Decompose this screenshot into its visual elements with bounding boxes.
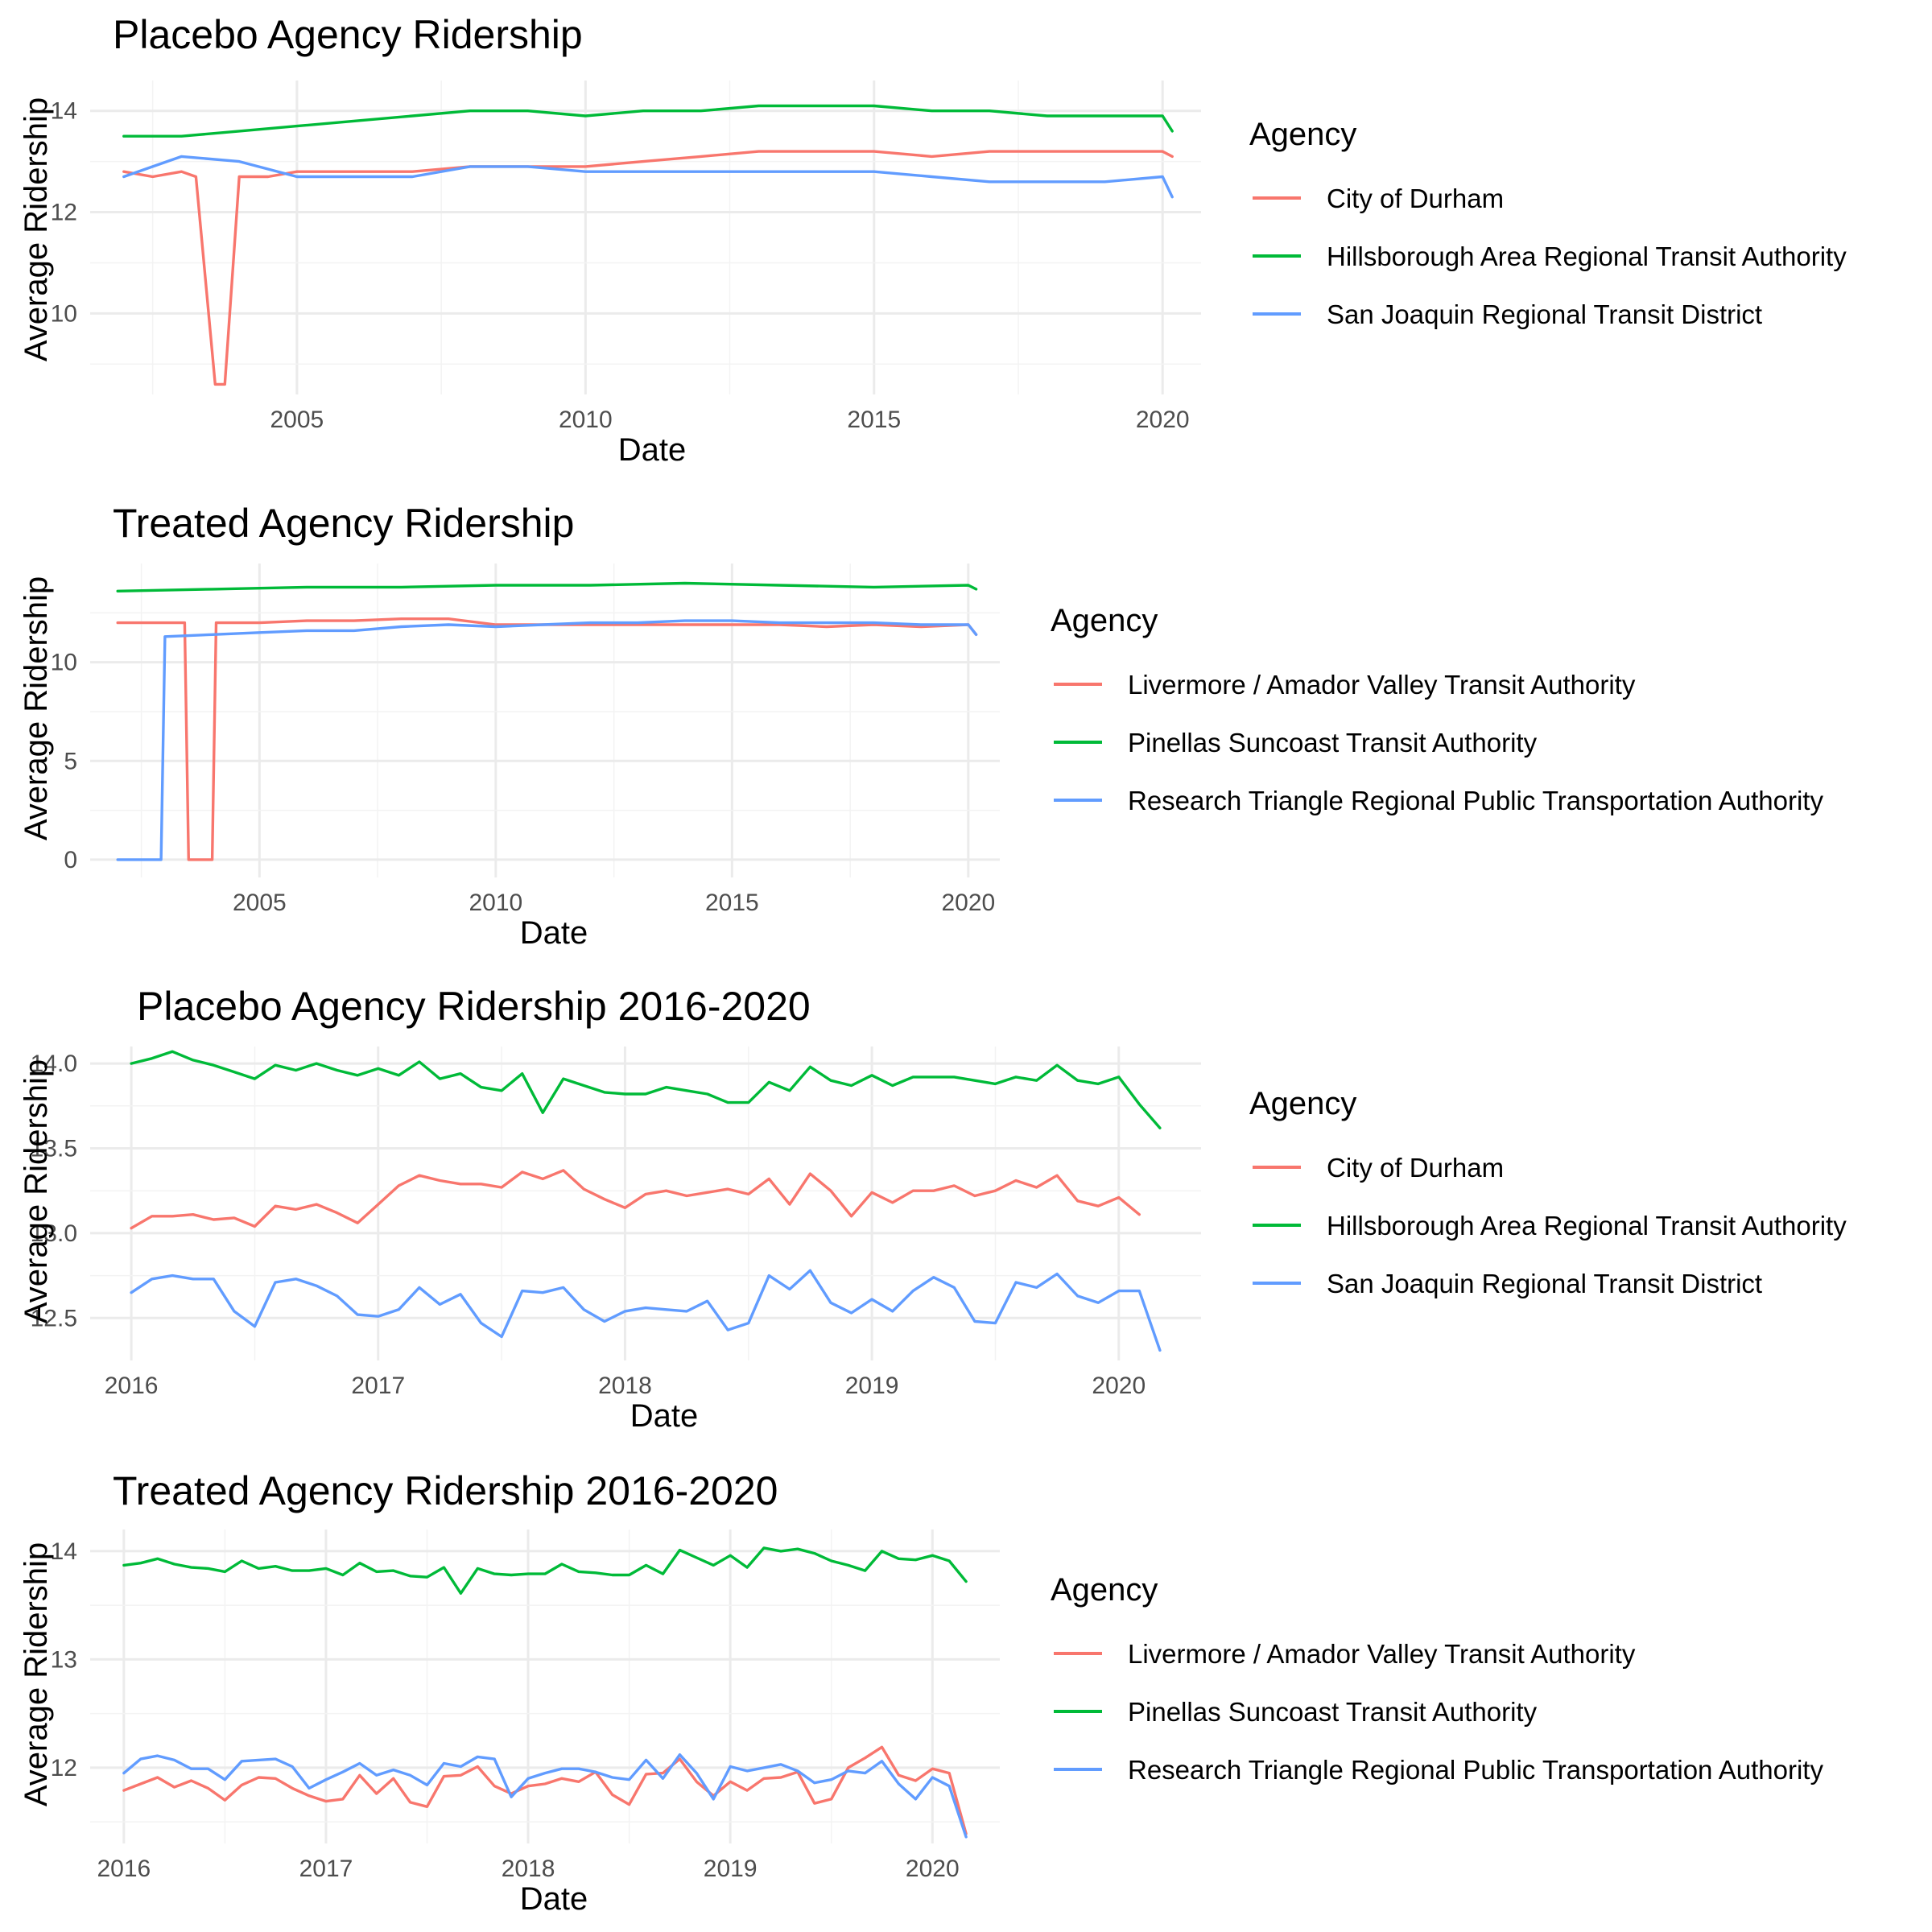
y-axis-label: Average Ridership <box>19 97 54 361</box>
chart-panel-treated-full: Treated Agency Ridership 2005 2010 2015 202… <box>19 501 1823 951</box>
legend-title: Agency <box>1249 1086 1356 1121</box>
x-tick-label: 2019 <box>704 1856 758 1882</box>
x-tick-label: 2005 <box>270 407 324 433</box>
x-tick-label: 2005 <box>233 890 287 916</box>
series-line-red <box>122 150 1174 386</box>
y-tick-label: 10 <box>51 650 77 676</box>
series-line-red <box>130 1169 1141 1230</box>
y-tick-label: 5 <box>64 748 77 774</box>
x-tick-label: 2018 <box>598 1373 652 1399</box>
series-line-red <box>116 617 978 861</box>
x-axis-label: Date <box>520 1881 588 1917</box>
y-tick-labels: 10 12 14 <box>51 98 77 328</box>
x-tick-label: 2010 <box>469 890 522 916</box>
legend-title: Agency <box>1051 603 1158 638</box>
legend-label-0: City of Durham <box>1327 184 1504 213</box>
legend: Agency Livermore / Amador Valley Transit… <box>1051 1572 1823 1785</box>
y-tick-label: 14 <box>51 1538 77 1565</box>
x-tick-label: 2019 <box>845 1373 899 1399</box>
x-axis-label: Date <box>630 1398 699 1434</box>
x-tick-label: 2020 <box>1092 1373 1146 1399</box>
y-axis-label: Average Ridership <box>19 576 54 840</box>
legend: Agency City of Durham Hillsborough Area … <box>1249 1086 1847 1298</box>
y-tick-label: 13.0 <box>31 1220 77 1247</box>
x-tick-label: 2016 <box>105 1373 159 1399</box>
series-line-green <box>116 581 978 592</box>
legend-label-1: Pinellas Suncoast Transit Authority <box>1128 1697 1538 1727</box>
y-tick-label: 12 <box>51 1755 77 1781</box>
series-lines <box>122 1546 968 1839</box>
y-tick-label: 13.5 <box>31 1135 77 1162</box>
x-tick-labels: 2005 2010 2015 2020 <box>270 407 1190 433</box>
y-tick-labels: 0 5 10 <box>51 650 77 873</box>
series-line-green <box>122 104 1174 138</box>
series-lines <box>130 1050 1162 1352</box>
legend-label-2: Research Triangle Regional Public Transp… <box>1128 1755 1823 1785</box>
x-tick-label: 2018 <box>502 1856 555 1882</box>
x-tick-label: 2020 <box>906 1856 960 1882</box>
series-line-blue <box>122 1753 968 1839</box>
chart-title: Treated Agency Ridership <box>113 501 574 546</box>
legend-label-2: San Joaquin Regional Transit District <box>1327 299 1762 329</box>
chart-panel-placebo-full: Placebo Agency Ridership 2005 2010 2015 202… <box>19 12 1847 468</box>
chart-title: Placebo Agency Ridership <box>113 12 583 57</box>
y-tick-label: 0 <box>64 847 77 873</box>
gridlines <box>90 1046 1201 1360</box>
series-line-blue <box>130 1269 1162 1352</box>
legend: Agency City of Durham Hillsborough Area … <box>1249 117 1847 329</box>
legend: Agency Livermore / Amador Valley Transit… <box>1051 603 1823 815</box>
gridlines <box>90 1530 1000 1843</box>
series-lines <box>122 104 1174 386</box>
chart-title: Placebo Agency Ridership 2016-2020 <box>137 984 811 1029</box>
series-line-green <box>130 1050 1162 1129</box>
x-tick-label: 2020 <box>1136 407 1190 433</box>
chart-panel-placebo-2016-2020: Placebo Agency Ridership 2016-2020 2016 2… <box>19 984 1847 1434</box>
x-tick-labels: 2016 2017 2018 2019 2020 <box>105 1373 1146 1399</box>
x-tick-labels: 2005 2010 2015 2020 <box>233 890 995 916</box>
x-axis-label: Date <box>618 432 687 468</box>
x-tick-label: 2016 <box>97 1856 151 1882</box>
x-tick-label: 2015 <box>705 890 759 916</box>
legend-label-2: San Joaquin Regional Transit District <box>1327 1269 1762 1298</box>
y-tick-labels: 12 13 14 <box>51 1538 77 1781</box>
series-line-blue <box>116 619 978 861</box>
legend-label-1: Hillsborough Area Regional Transit Autho… <box>1327 242 1847 271</box>
y-tick-label: 13 <box>51 1646 77 1673</box>
y-tick-label: 14.0 <box>31 1051 77 1077</box>
legend-title: Agency <box>1249 117 1356 152</box>
gridlines <box>90 564 1000 877</box>
series-line-green <box>122 1546 968 1595</box>
legend-label-0: Livermore / Amador Valley Transit Author… <box>1128 670 1636 700</box>
x-tick-label: 2015 <box>847 407 901 433</box>
legend-label-1: Pinellas Suncoast Transit Authority <box>1128 728 1538 758</box>
x-tick-labels: 2016 2017 2018 2019 2020 <box>97 1856 959 1882</box>
y-tick-label: 12 <box>51 200 77 226</box>
series-lines <box>116 581 978 861</box>
y-tick-label: 14 <box>51 98 77 125</box>
x-tick-label: 2010 <box>559 407 613 433</box>
legend-label-0: Livermore / Amador Valley Transit Author… <box>1128 1639 1636 1669</box>
y-axis-label: Average Ridership <box>19 1059 54 1323</box>
y-tick-label: 10 <box>51 300 77 327</box>
series-line-red <box>122 1745 968 1835</box>
series-line-blue <box>122 155 1174 199</box>
legend-title: Agency <box>1051 1572 1158 1608</box>
gridlines <box>90 80 1201 394</box>
legend-label-0: City of Durham <box>1327 1153 1504 1183</box>
x-axis-label: Date <box>520 915 588 951</box>
y-tick-labels: 12.5 13.0 13.5 14.0 <box>31 1051 77 1331</box>
chart-panel-treated-2016-2020: Treated Agency Ridership 2016-2020 2016 2… <box>19 1468 1823 1917</box>
legend-label-2: Research Triangle Regional Public Transp… <box>1128 786 1823 815</box>
y-tick-label: 12.5 <box>31 1305 77 1331</box>
legend-label-1: Hillsborough Area Regional Transit Autho… <box>1327 1211 1847 1241</box>
x-tick-label: 2017 <box>351 1373 405 1399</box>
y-axis-label: Average Ridership <box>19 1542 54 1806</box>
x-tick-label: 2017 <box>299 1856 353 1882</box>
x-tick-label: 2020 <box>941 890 995 916</box>
chart-title: Treated Agency Ridership 2016-2020 <box>113 1468 778 1513</box>
